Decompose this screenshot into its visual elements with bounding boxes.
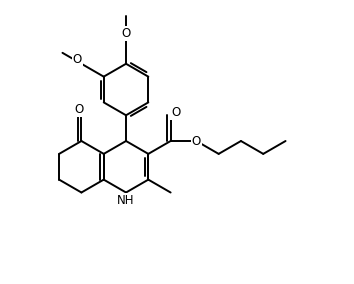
Text: O: O <box>171 106 180 119</box>
Text: O: O <box>75 103 84 116</box>
Text: O: O <box>73 53 82 66</box>
Text: O: O <box>121 27 131 39</box>
Text: NH: NH <box>117 194 135 207</box>
Text: O: O <box>192 135 201 147</box>
